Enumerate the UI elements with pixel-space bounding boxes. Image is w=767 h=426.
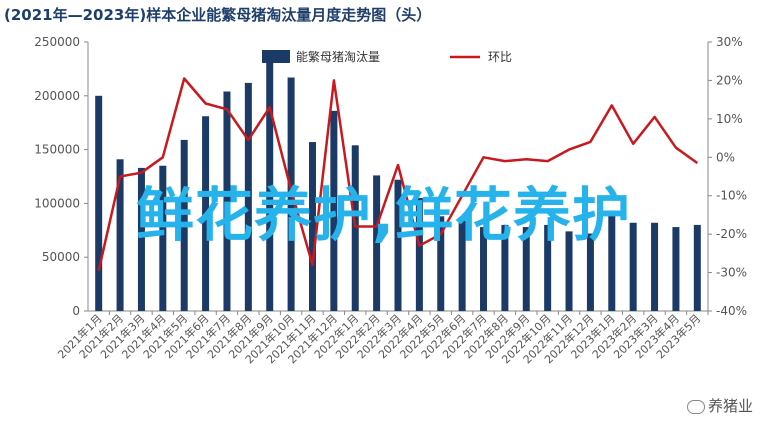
chart-title: (2021年—2023年)样本企业能繁母猪淘汰量月度走势图（头） xyxy=(4,6,432,24)
bar xyxy=(458,220,466,311)
y-left-tick-label: 150000 xyxy=(34,143,80,157)
y-right-tick-label: 20% xyxy=(716,73,743,87)
bar xyxy=(522,227,530,311)
bar xyxy=(116,159,124,311)
y-right-tick-label: -30% xyxy=(716,266,747,280)
legend-label-line: 环比 xyxy=(488,50,512,64)
y-left-tick-label: 0 xyxy=(72,304,80,318)
bar xyxy=(501,224,509,311)
bar xyxy=(544,224,552,311)
wechat-icon xyxy=(686,399,705,414)
bar xyxy=(415,198,423,311)
bar xyxy=(394,179,402,311)
bar xyxy=(202,116,210,311)
legend-swatch-bar xyxy=(262,50,290,63)
overlay-text: 鲜花养护,鲜花养护 xyxy=(135,181,632,249)
bar xyxy=(693,224,701,311)
watermark: 养猪业 xyxy=(686,395,753,416)
bar xyxy=(565,231,573,311)
bar xyxy=(308,142,316,311)
y-right-tick-label: 30% xyxy=(716,35,743,49)
y-left-tick-label: 250000 xyxy=(34,35,80,49)
bar xyxy=(330,110,338,311)
bar xyxy=(266,61,274,312)
bar xyxy=(672,227,680,311)
bar xyxy=(586,233,594,311)
y-left-tick-label: 50000 xyxy=(42,250,80,264)
y-right-tick-label: -10% xyxy=(716,189,747,203)
bar xyxy=(351,145,359,311)
bar xyxy=(223,91,231,311)
bar xyxy=(651,222,659,311)
bar xyxy=(180,139,188,311)
bar xyxy=(608,212,616,311)
watermark-label: 养猪业 xyxy=(707,397,753,415)
y-right-tick-label: 0% xyxy=(716,150,735,164)
bar xyxy=(373,175,381,311)
line-series xyxy=(97,77,699,271)
legend-label-bar: 能繁母猪淘汰量 xyxy=(296,49,380,64)
bar xyxy=(480,227,488,311)
bar xyxy=(437,216,445,311)
y-right-tick-label: 10% xyxy=(716,112,743,126)
y-left-tick-label: 100000 xyxy=(34,196,80,210)
bar xyxy=(95,95,103,311)
bar xyxy=(244,82,252,311)
y-right-tick-label: -20% xyxy=(716,227,747,241)
bar xyxy=(159,165,167,311)
legend: 能繁母猪淘汰量 环比 xyxy=(262,49,512,64)
y-right-tick-label: -40% xyxy=(716,304,747,318)
bar xyxy=(137,167,145,311)
y-left-tick-label: 200000 xyxy=(34,89,80,103)
bar xyxy=(629,222,637,311)
